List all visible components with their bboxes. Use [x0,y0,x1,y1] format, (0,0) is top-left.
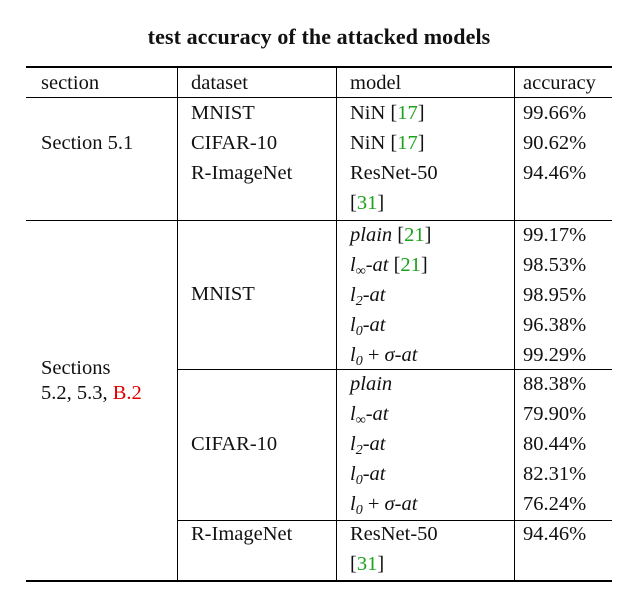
citation-link[interactable]: 31 [356,553,378,575]
model-cell: ResNet-50 [350,162,438,184]
citation-link[interactable]: 31 [356,192,378,214]
model-cell: l∞-at [350,403,389,428]
model-cell: plain [21] [350,224,432,246]
model-cell: l∞-at [21] [350,254,428,279]
model-cell: l0-at [350,314,386,339]
model-cell: ResNet-50 [350,523,438,545]
model-cell: NiN [17] [350,132,425,154]
accuracy-cell: 99.29% [523,344,587,366]
section-label: Section 5.1 [41,132,134,154]
bottom-rule [26,580,612,582]
section-label-cont: 5.2, 5.3, B.2 [41,382,142,404]
citation-link[interactable]: 21 [400,254,421,276]
header-accuracy: accuracy [523,72,596,94]
dataset-cell: R-ImageNet [191,162,293,184]
model-cell-cont: [31] [350,192,385,214]
section-ref-link[interactable]: B.2 [112,382,142,404]
model-cell: l0-at [350,463,386,488]
accuracy-cell: 80.44% [523,433,587,455]
model-cell-cont: [31] [350,553,385,575]
dataset-cell: R-ImageNet [191,523,293,545]
accuracy-cell: 88.38% [523,373,587,395]
header-dataset: dataset [191,72,248,94]
model-cell: l0 + σ-at [350,344,418,369]
accuracy-cell: 96.38% [523,314,587,336]
citation-link[interactable]: 17 [397,132,418,154]
top-rule [26,66,612,68]
citation-link[interactable]: 21 [404,224,425,246]
accuracy-cell: 94.46% [523,162,587,184]
col-divider-2 [336,67,337,581]
accuracy-cell: 79.90% [523,403,587,425]
accuracy-cell: 82.31% [523,463,587,485]
accuracy-cell: 76.24% [523,493,587,515]
citation-link[interactable]: 17 [397,102,418,124]
header-model: model [350,72,402,94]
model-cell: plain [350,373,393,395]
table-title: test accuracy of the attacked models [147,24,491,49]
model-cell: NiN [17] [350,102,425,124]
model-cell: l2-at [350,284,386,309]
accuracy-cell: 94.46% [523,523,587,545]
dataset-cell: MNIST [191,283,255,305]
section-label: Sections [41,357,111,379]
dataset-cell: MNIST [191,102,255,124]
header-rule [26,97,612,98]
dataset-cell: CIFAR-10 [191,132,278,154]
accuracy-cell: 99.17% [523,224,587,246]
accuracy-cell: 90.62% [523,132,587,154]
col-divider-3 [514,67,515,581]
dataset-divider-2 [177,520,612,521]
header-section: section [41,72,100,94]
dataset-divider-1 [177,369,612,370]
model-cell: l0 + σ-at [350,493,418,518]
model-cell: l2-at [350,433,386,458]
dataset-cell: CIFAR-10 [191,433,278,455]
col-divider-1 [177,67,178,581]
section-divider [26,220,612,221]
accuracy-cell: 98.53% [523,254,587,276]
accuracy-cell: 98.95% [523,284,587,306]
accuracy-cell: 99.66% [523,102,587,124]
